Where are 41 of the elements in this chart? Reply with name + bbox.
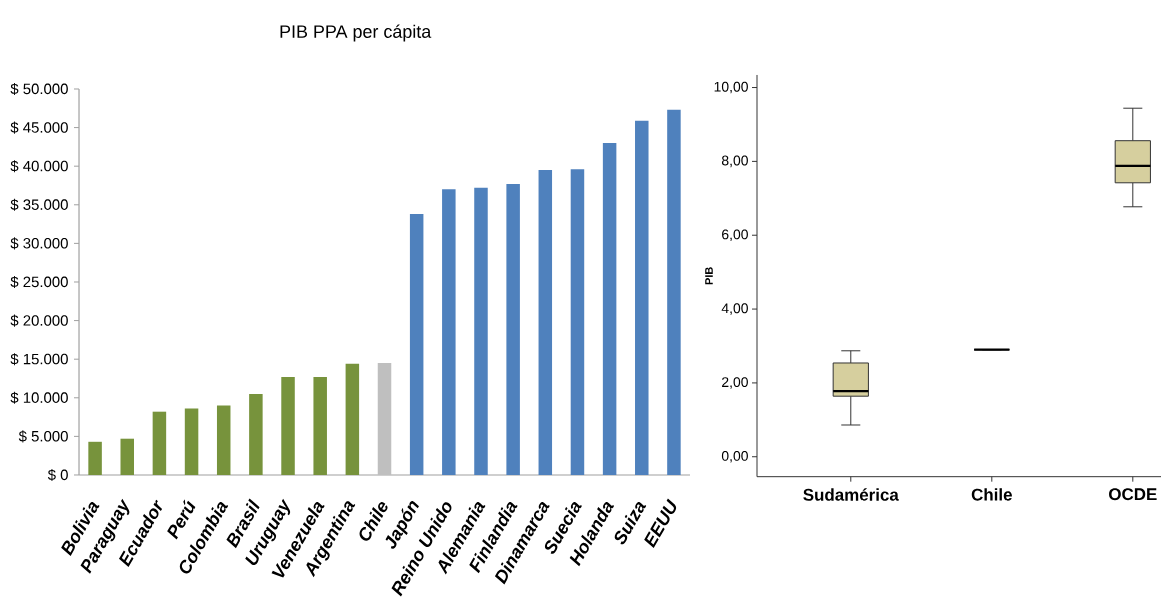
- bar: [249, 393, 263, 475]
- y-tick-label: $ 10.000: [10, 391, 68, 404]
- y-tick-label: $ 35.000: [10, 198, 68, 211]
- bar: [184, 408, 199, 475]
- bar: [667, 109, 681, 475]
- y-axis-title: PIB: [705, 267, 713, 285]
- y-tick-label: $ 15.000: [10, 353, 68, 366]
- bar: [538, 170, 553, 475]
- y-tick-label: $ 50.000: [10, 82, 68, 96]
- bar: [120, 438, 134, 475]
- y-tick-label: 8,00: [721, 155, 748, 168]
- y-tick-label: 2,00: [722, 377, 748, 389]
- bar: [377, 363, 392, 475]
- bar: [313, 376, 327, 475]
- bar: [635, 120, 649, 475]
- bar: [506, 183, 520, 475]
- bar: [88, 441, 102, 475]
- bar: [345, 363, 360, 475]
- y-tick-label: $ 5.000: [18, 430, 68, 443]
- y-tick-label: $ 40.000: [10, 160, 68, 173]
- chart-title: PIB PPA per cápita: [280, 24, 432, 42]
- bar: [474, 187, 488, 475]
- x-tick-label: Sudamérica: [803, 488, 899, 501]
- y-tick-label: 10,00: [714, 81, 748, 94]
- bar: [602, 143, 617, 475]
- bar: [152, 411, 167, 475]
- bar: [281, 376, 295, 475]
- bar: [442, 189, 456, 475]
- y-tick-label: $ 0: [47, 468, 68, 482]
- y-tick-label: 6,00: [722, 229, 748, 241]
- x-tick-label: OCDE: [1109, 488, 1157, 501]
- bar: [216, 405, 231, 475]
- y-tick-label: $ 25.000: [10, 275, 68, 289]
- y-tick-label: 4,00: [721, 303, 748, 315]
- y-tick-label: 0,00: [721, 450, 748, 463]
- y-tick-label: $ 45.000: [10, 121, 68, 134]
- bar: [409, 214, 424, 475]
- x-tick-label: Chile: [971, 488, 1012, 501]
- bar: [570, 169, 585, 475]
- y-tick-label: $ 30.000: [10, 237, 68, 250]
- y-tick-label: $ 20.000: [10, 314, 68, 327]
